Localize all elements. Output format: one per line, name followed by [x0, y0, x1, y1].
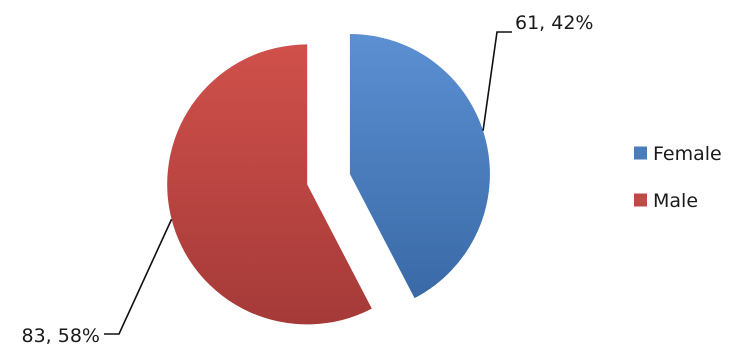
data-label-female: 61, 42%	[515, 12, 594, 34]
legend-swatch-female	[634, 146, 647, 160]
pie-slice-female	[349, 33, 490, 299]
data-labels: 61, 42% 83, 58%	[22, 12, 594, 347]
legend-label-female: Female	[653, 143, 722, 165]
leader-line-male	[104, 218, 173, 335]
data-label-male: 83, 58%	[22, 325, 101, 347]
pie-slice-male	[167, 44, 372, 325]
legend-swatch-male	[634, 193, 647, 207]
legend: Female Male	[634, 143, 722, 212]
legend-label-male: Male	[653, 190, 698, 212]
pie-slices	[167, 33, 490, 325]
leader-line-female	[482, 31, 512, 131]
leader-lines	[104, 31, 512, 335]
